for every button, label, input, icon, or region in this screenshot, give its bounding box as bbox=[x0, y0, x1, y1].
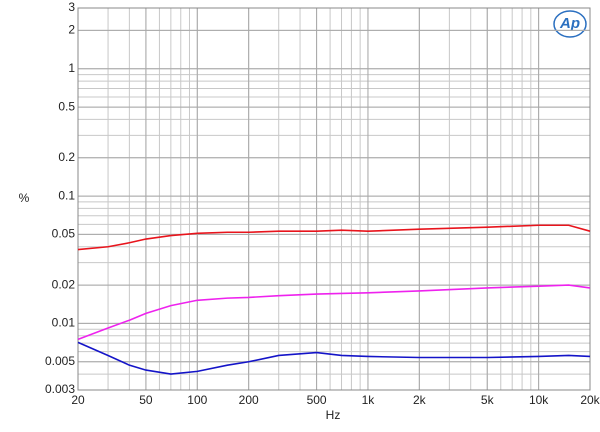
y-tick-label: 0.2 bbox=[58, 150, 75, 164]
x-tick-label: 50 bbox=[139, 393, 153, 407]
data-line bbox=[77, 341, 591, 375]
data-line bbox=[77, 224, 591, 251]
x-tick-label: 2k bbox=[413, 393, 427, 407]
plot-frame bbox=[77, 7, 591, 391]
y-tick-label: 0.003 bbox=[45, 382, 75, 396]
y-tick-label: 0.5 bbox=[58, 99, 75, 113]
x-tick-label: 1k bbox=[362, 393, 376, 407]
y-tick-label: 0.005 bbox=[45, 354, 75, 368]
logo: Ap bbox=[559, 15, 580, 32]
logo-ring bbox=[553, 10, 587, 38]
y-tick-label: 2 bbox=[68, 23, 75, 37]
y-tick-label: 0.02 bbox=[52, 277, 76, 291]
x-tick-label: 20k bbox=[580, 393, 600, 407]
x-tick-label: 5k bbox=[481, 393, 495, 407]
data-line bbox=[77, 284, 591, 341]
grid bbox=[78, 8, 590, 390]
y-tick-label: 0.05 bbox=[52, 227, 76, 241]
y-tick-label: 1 bbox=[68, 61, 75, 75]
x-tick-label: 500 bbox=[307, 393, 327, 407]
x-tick-label: 200 bbox=[239, 393, 259, 407]
x-tick-label: 20 bbox=[71, 393, 85, 407]
y-tick-label: 0.1 bbox=[58, 188, 75, 202]
x-axis-label: Hz bbox=[326, 408, 341, 422]
x-tick-label: 100 bbox=[187, 393, 207, 407]
x-tick-label: 10k bbox=[529, 393, 549, 407]
y-axis-label: % bbox=[19, 191, 30, 205]
y-tick-label: 3 bbox=[68, 0, 75, 14]
y-tick-label: 0.01 bbox=[52, 316, 76, 330]
